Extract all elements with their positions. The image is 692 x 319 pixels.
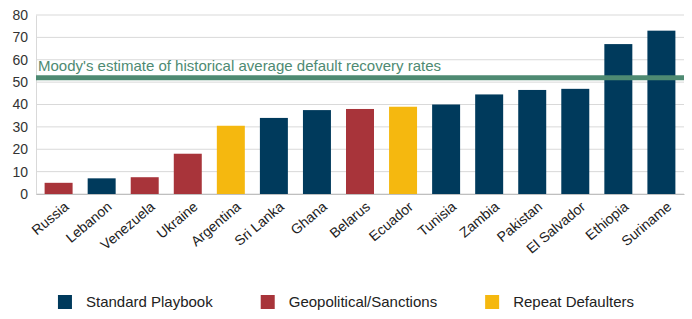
y-tick: 0	[20, 186, 36, 202]
y-tick: 50	[12, 74, 36, 90]
y-tick-label: 40	[12, 96, 28, 112]
y-axis: 0 10 20 30 40 50 60 70 80	[12, 7, 36, 202]
y-tick: 70	[12, 29, 36, 45]
y-tick: 20	[12, 141, 36, 157]
legend-item: Geopolitical/Sanctions	[261, 293, 437, 310]
y-tick: 80	[12, 7, 36, 23]
legend-swatch	[261, 295, 275, 309]
grid-line	[36, 82, 684, 83]
x-tick-label: Belarus	[326, 198, 373, 241]
legend-label: Geopolitical/Sanctions	[289, 293, 437, 310]
reference-label: Moody's estimate of historical average d…	[38, 57, 441, 74]
x-tick-label: Tunisia	[415, 198, 460, 239]
bar	[88, 178, 116, 194]
grid	[36, 15, 684, 194]
bar	[647, 31, 675, 194]
x-tick: Suriname	[618, 194, 674, 249]
x-tick: Venezuela	[97, 194, 158, 253]
bar	[303, 110, 331, 194]
bar-series	[45, 109, 374, 194]
y-tick: 30	[12, 119, 36, 135]
bar	[131, 177, 159, 194]
grid-line	[36, 37, 684, 38]
legend: Standard Playbook Geopolitical/Sanctions R…	[58, 293, 634, 310]
bar	[260, 118, 288, 194]
x-tick-label: Sri Lanka	[231, 198, 287, 248]
x-tick-label: Venezuela	[97, 198, 158, 252]
legend-label: Repeat Defaulters	[513, 293, 634, 310]
x-axis: RussiaLebanonVenezuelaUkraineArgentinaSr…	[28, 194, 684, 257]
x-tick-label: Suriname	[618, 198, 674, 249]
x-tick-label: Ecuador	[366, 198, 416, 244]
y-tick-label: 80	[12, 7, 28, 23]
x-tick: Ghana	[287, 194, 330, 238]
bar	[561, 89, 589, 194]
bar	[432, 105, 460, 195]
y-tick-label: 0	[20, 186, 28, 202]
grid-line	[36, 15, 684, 16]
legend-label: Standard Playbook	[86, 293, 213, 310]
y-tick: 10	[12, 164, 36, 180]
bar	[518, 90, 546, 194]
y-tick: 40	[12, 96, 36, 112]
y-tick: 60	[12, 52, 36, 68]
legend-swatch	[485, 295, 499, 309]
chart: 0 10 20 30 40 50 60 70 80 Moody's estimate of his…	[0, 0, 692, 319]
y-tick-label: 20	[12, 141, 28, 157]
bar	[346, 109, 374, 194]
bar	[475, 94, 503, 194]
bar	[217, 126, 245, 194]
y-tick-label: 10	[12, 164, 28, 180]
reference-line	[36, 75, 684, 80]
x-tick: Ecuador	[366, 194, 416, 244]
x-tick: Tunisia	[415, 194, 460, 239]
x-axis-line	[37, 194, 685, 195]
bar	[45, 183, 73, 194]
plot-area	[36, 31, 684, 194]
y-tick-label: 60	[12, 52, 28, 68]
y-tick-label: 30	[12, 119, 28, 135]
x-tick-label: Ghana	[287, 198, 330, 237]
x-tick: Sri Lanka	[231, 194, 287, 249]
bar	[174, 154, 202, 194]
legend-item: Repeat Defaulters	[485, 293, 634, 310]
x-tick: Belarus	[326, 194, 373, 241]
legend-item: Standard Playbook	[58, 293, 213, 310]
bar	[604, 44, 632, 194]
x-tick-label: El Salvador	[523, 198, 588, 256]
bar-series	[217, 107, 417, 194]
legend-swatch	[58, 295, 72, 309]
x-tick: El Salvador	[523, 194, 588, 257]
y-axis-line	[36, 16, 37, 195]
bar-series	[88, 31, 676, 194]
y-tick-label: 50	[12, 74, 28, 90]
y-tick-label: 70	[12, 29, 28, 45]
bar	[389, 107, 417, 194]
